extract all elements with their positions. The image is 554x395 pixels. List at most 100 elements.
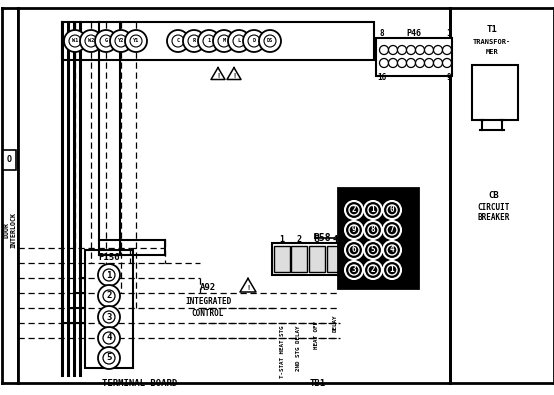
Text: Y2: Y2 (118, 38, 124, 43)
Text: 2ND STG DELAY: 2ND STG DELAY (296, 325, 301, 371)
Circle shape (203, 35, 215, 47)
Circle shape (183, 30, 205, 52)
Text: 1: 1 (280, 235, 285, 245)
Text: 1: 1 (106, 271, 112, 280)
Circle shape (248, 35, 260, 47)
Text: T1: T1 (486, 26, 497, 34)
Text: TERMINAL BOARD: TERMINAL BOARD (102, 378, 178, 387)
Text: DS: DS (267, 38, 273, 43)
Text: INTEGRATED: INTEGRATED (185, 297, 231, 307)
Text: !: ! (232, 73, 236, 79)
Text: O: O (7, 156, 12, 164)
Circle shape (368, 205, 378, 215)
Circle shape (98, 327, 120, 349)
Circle shape (433, 45, 443, 55)
Text: 2: 2 (371, 265, 375, 275)
Bar (85, 250, 133, 368)
Bar (472, 65, 518, 120)
Text: HEAT OFF: HEAT OFF (315, 321, 320, 349)
Circle shape (349, 265, 359, 275)
Text: 5: 5 (371, 246, 375, 254)
Circle shape (167, 30, 189, 52)
Bar (62, 22, 374, 60)
Circle shape (213, 30, 235, 52)
Circle shape (364, 241, 382, 259)
Text: 8: 8 (371, 226, 375, 235)
Circle shape (98, 347, 120, 369)
Circle shape (98, 306, 120, 328)
Text: CONTROL: CONTROL (192, 310, 224, 318)
Circle shape (383, 221, 401, 239)
Text: A92: A92 (200, 284, 216, 293)
Text: TRANSFOR-: TRANSFOR- (473, 39, 511, 45)
Circle shape (345, 261, 363, 279)
Circle shape (443, 45, 452, 55)
Circle shape (100, 35, 112, 47)
Circle shape (368, 245, 378, 255)
Circle shape (349, 205, 359, 215)
Circle shape (433, 58, 443, 68)
Text: P46: P46 (407, 30, 422, 38)
Text: 1: 1 (389, 265, 394, 275)
Circle shape (345, 221, 363, 239)
Text: C: C (176, 38, 179, 43)
Text: 9: 9 (447, 73, 452, 83)
Circle shape (103, 290, 115, 302)
Circle shape (110, 30, 132, 52)
Circle shape (383, 201, 401, 219)
Circle shape (349, 225, 359, 235)
Circle shape (388, 58, 398, 68)
Bar (274, 246, 290, 272)
Text: Y1: Y1 (133, 38, 139, 43)
Circle shape (172, 35, 184, 47)
Circle shape (407, 45, 416, 55)
Circle shape (387, 205, 397, 215)
Circle shape (345, 241, 363, 259)
Text: 2: 2 (106, 292, 112, 301)
Bar (338, 188, 418, 288)
Circle shape (233, 35, 245, 47)
Circle shape (443, 58, 452, 68)
Bar (376, 38, 452, 76)
Text: L: L (238, 38, 240, 43)
Circle shape (407, 58, 416, 68)
Circle shape (364, 221, 382, 239)
Text: 3: 3 (315, 235, 320, 245)
Circle shape (368, 225, 378, 235)
Circle shape (364, 261, 382, 279)
Bar (327, 246, 343, 272)
Text: 1: 1 (371, 205, 375, 214)
Circle shape (398, 45, 407, 55)
Text: 5: 5 (106, 354, 112, 363)
Text: CB: CB (489, 190, 499, 199)
Circle shape (345, 201, 363, 219)
Circle shape (387, 265, 397, 275)
Text: 4: 4 (332, 235, 337, 245)
Text: 16: 16 (377, 73, 387, 83)
Circle shape (387, 245, 397, 255)
Circle shape (85, 35, 97, 47)
Text: D: D (253, 38, 255, 43)
Circle shape (80, 30, 102, 52)
Text: 7: 7 (389, 226, 394, 235)
Circle shape (264, 35, 276, 47)
Text: MER: MER (486, 49, 499, 55)
Text: 2: 2 (352, 205, 356, 214)
Circle shape (388, 45, 398, 55)
Circle shape (383, 261, 401, 279)
Circle shape (103, 352, 115, 364)
Circle shape (98, 264, 120, 286)
Text: M: M (223, 38, 225, 43)
Circle shape (103, 269, 115, 281)
Circle shape (424, 58, 433, 68)
Text: W2: W2 (88, 38, 94, 43)
Circle shape (69, 35, 81, 47)
Text: 6: 6 (352, 246, 356, 254)
Text: CIRCUIT: CIRCUIT (478, 203, 510, 211)
Bar (18, 8, 450, 383)
Circle shape (387, 225, 397, 235)
Text: DOOR
INTERLOCK: DOOR INTERLOCK (3, 212, 17, 248)
Circle shape (125, 30, 147, 52)
Circle shape (130, 35, 142, 47)
Circle shape (398, 58, 407, 68)
